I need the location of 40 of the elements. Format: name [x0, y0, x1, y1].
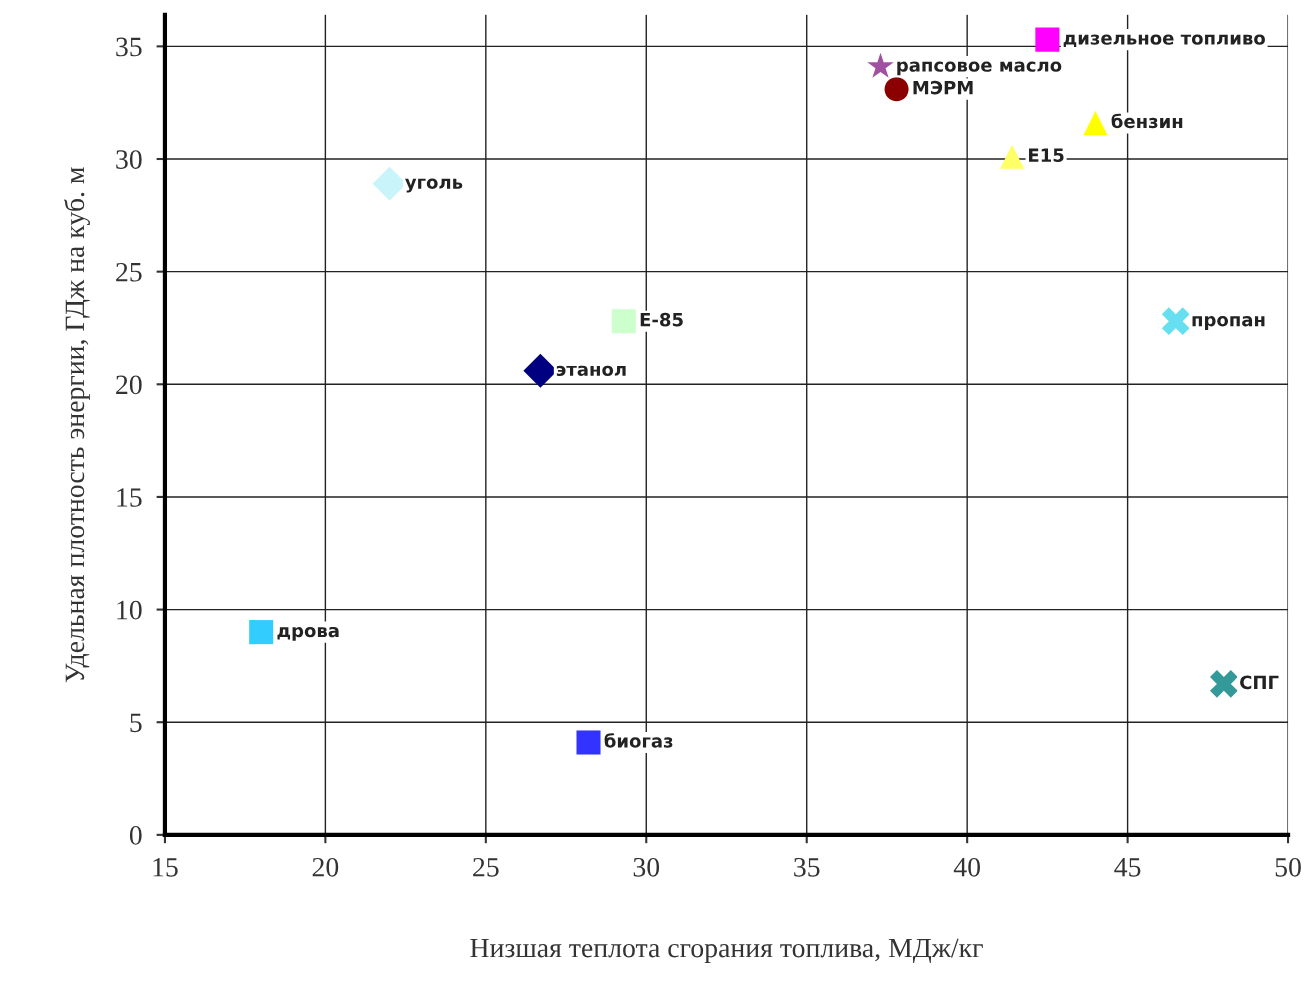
point	[1035, 27, 1060, 52]
point	[1083, 110, 1108, 135]
series-label: пропан	[1192, 316, 1265, 330]
series-label: МЭРМ	[913, 80, 973, 95]
x-tick-label: 35	[794, 857, 820, 877]
y-tick-label: 0	[129, 826, 142, 845]
x-tick-label: 15	[153, 858, 178, 877]
y-tick-label: 30	[116, 150, 142, 169]
point	[1161, 307, 1190, 336]
x-tick-label: 40	[953, 857, 980, 877]
point	[884, 77, 909, 102]
point	[249, 620, 274, 645]
y-tick-label: 35	[116, 37, 142, 57]
series-label: дизельное топливо	[1063, 34, 1265, 48]
y-tick-label: 25	[116, 262, 142, 282]
series-label: этанол	[556, 365, 626, 377]
point	[1000, 144, 1025, 169]
x-axis-title: Низшая теплота сгорания топлива, МДж/кг	[470, 938, 983, 964]
series-label: уголь	[405, 178, 463, 193]
x-tick-label: 20	[312, 857, 339, 877]
series-label: рапсовое масло	[897, 61, 1062, 76]
x-tick-label: 30	[633, 857, 660, 877]
point	[611, 309, 636, 334]
series-label: E15	[1029, 148, 1064, 162]
series-label: биогаз	[604, 733, 673, 748]
series-label: бензин	[1111, 113, 1183, 129]
series-label: дрова	[277, 626, 339, 641]
point	[1209, 670, 1238, 698]
y-tick-label: 15	[117, 488, 142, 507]
y-axis-title: Удельная плотность энергии, ГДж на куб. м	[64, 167, 90, 683]
series-label: E-85	[640, 312, 683, 327]
y-tick-label: 5	[130, 713, 142, 733]
y-tick-label: 10	[117, 600, 142, 620]
x-tick-label: 45	[1114, 858, 1141, 877]
x-tick-label: 50	[1275, 857, 1301, 877]
x-tick-label: 25	[473, 857, 499, 877]
series-label: СПГ	[1240, 675, 1279, 690]
y-tick-label: 20	[116, 375, 142, 395]
point	[867, 52, 894, 78]
point	[576, 730, 601, 755]
